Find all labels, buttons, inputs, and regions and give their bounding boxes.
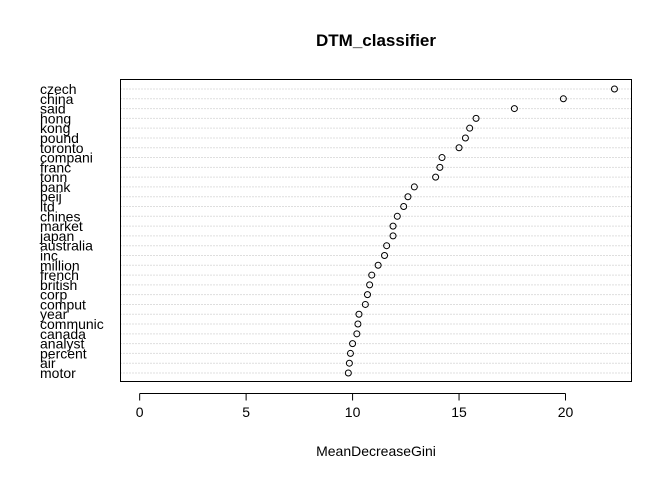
category-label: air [40, 355, 56, 371]
data-point [410, 183, 418, 191]
data-point [436, 163, 444, 171]
data-point [366, 281, 374, 289]
x-tick-label: 0 [136, 404, 144, 420]
x-tick-label: 20 [558, 404, 574, 420]
category-label: china [40, 91, 74, 107]
data-point [345, 359, 353, 367]
category-label: analyst [40, 336, 84, 352]
category-label: percent [40, 345, 87, 361]
x-axis: 0 5 10 15 20 [136, 393, 574, 420]
data-point [374, 261, 382, 269]
data-point [559, 95, 567, 103]
category-label: compani [40, 150, 93, 166]
data-point [381, 251, 389, 259]
category-labels: czechchinasaidhongkongpoundtorontocompan… [39, 81, 104, 381]
data-point [404, 193, 412, 201]
data-point [466, 124, 474, 132]
category-label: kong [40, 120, 70, 136]
category-label: million [40, 257, 80, 273]
category-label: market [40, 218, 83, 234]
category-label: bank [40, 179, 71, 195]
data-point [432, 173, 440, 181]
x-axis-label: MeanDecreaseGini [316, 443, 436, 459]
data-point [438, 154, 446, 162]
category-label: communic [40, 316, 104, 332]
data-point [389, 232, 397, 240]
data-point [355, 310, 363, 318]
category-label: canada [40, 326, 86, 342]
chart-title: DTM_classifier [316, 31, 436, 50]
x-tick-label: 15 [451, 404, 467, 420]
data-point [344, 369, 352, 377]
category-label: australia [40, 238, 93, 254]
data-point [472, 114, 480, 122]
data-point [393, 212, 401, 220]
grid-lines [120, 88, 632, 374]
category-label: chines [40, 208, 80, 224]
data-point [346, 349, 354, 357]
data-point [610, 85, 618, 93]
category-label: hong [40, 110, 71, 126]
data-point [354, 320, 362, 328]
category-label: motor [40, 365, 76, 381]
data-point [349, 340, 357, 348]
category-label: said [40, 101, 66, 117]
data-point [353, 330, 361, 338]
category-label: year [40, 306, 68, 322]
data-point [363, 291, 371, 299]
plot-frame [120, 79, 632, 382]
category-label: beij [40, 189, 62, 205]
data-point [461, 134, 469, 142]
data-point [361, 300, 369, 308]
data-point [510, 105, 518, 113]
category-label: ltd [40, 199, 55, 215]
data-point [455, 144, 463, 152]
category-label: czech [40, 81, 77, 97]
category-label: japan [39, 228, 74, 244]
category-label: tonn [40, 169, 67, 185]
data-point [389, 222, 397, 230]
category-label: british [40, 277, 77, 293]
category-label: inc [40, 247, 58, 263]
category-label: comput [40, 296, 86, 312]
category-label: pound [40, 130, 79, 146]
x-tick-label: 5 [242, 404, 250, 420]
category-label: corp [40, 287, 67, 303]
data-point [400, 203, 408, 211]
x-tick-label: 10 [345, 404, 361, 420]
data-points [344, 85, 618, 377]
category-label: toronto [40, 140, 84, 156]
data-point [383, 242, 391, 250]
category-label: french [40, 267, 79, 283]
category-label: franc [40, 159, 71, 175]
data-point [368, 271, 376, 279]
